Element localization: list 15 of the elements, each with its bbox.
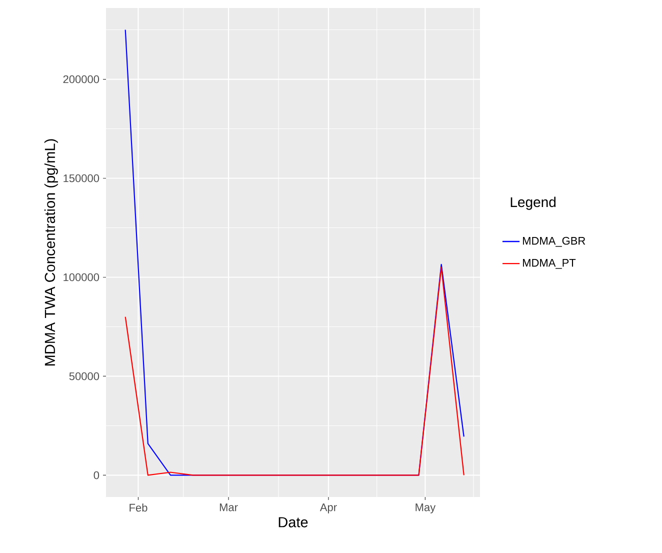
- y-tick-label: 200000: [63, 75, 100, 84]
- x-axis-title: Date: [278, 517, 308, 528]
- y-tick-label: 0: [94, 471, 100, 480]
- legend-title: Legend: [510, 196, 556, 210]
- y-tick-label: 50000: [69, 372, 100, 380]
- x-tick-label: Feb: [130, 504, 148, 512]
- legend-label: MDMA_GBR: [522, 236, 586, 247]
- x-tick-label: Apr: [320, 504, 337, 514]
- legend-label: MDMA_PT: [522, 259, 576, 269]
- x-tick-label: Mar: [220, 504, 238, 512]
- y-tick-label: 100000: [64, 273, 100, 282]
- line-series: [124, 266, 464, 476]
- y-axis-title: MDMA TWA Concentration (pg/mL): [44, 139, 58, 366]
- y-tick-label: 150000: [64, 174, 100, 182]
- x-tick-label: May: [416, 504, 436, 514]
